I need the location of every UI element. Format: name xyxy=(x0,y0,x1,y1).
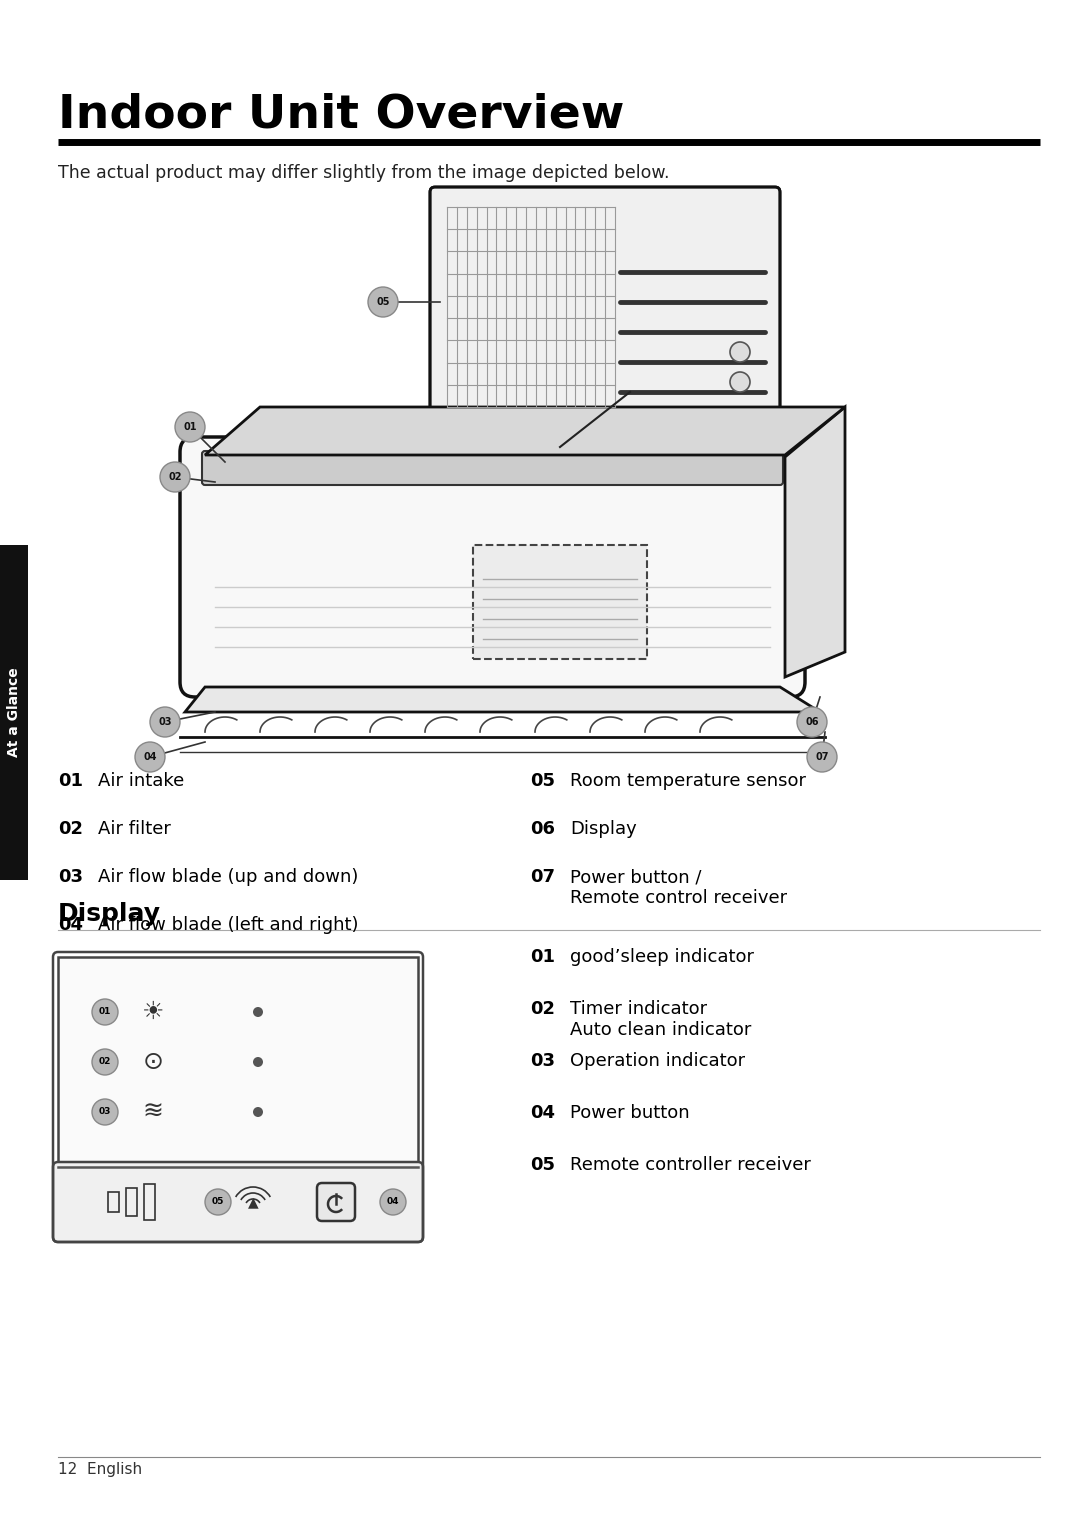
Text: 04: 04 xyxy=(530,1105,555,1121)
Text: 02: 02 xyxy=(58,820,83,838)
FancyBboxPatch shape xyxy=(318,1183,355,1221)
Text: Air intake: Air intake xyxy=(98,772,185,791)
Text: 12  English: 12 English xyxy=(58,1462,143,1477)
Text: 03: 03 xyxy=(98,1108,111,1117)
Text: 03: 03 xyxy=(58,869,83,885)
Text: 02: 02 xyxy=(530,1000,555,1017)
Text: 06: 06 xyxy=(530,820,555,838)
Text: 01: 01 xyxy=(98,1008,111,1017)
Circle shape xyxy=(797,706,827,737)
Text: Air flow blade (up and down): Air flow blade (up and down) xyxy=(98,869,359,885)
Circle shape xyxy=(253,1057,264,1066)
Text: 04: 04 xyxy=(387,1198,400,1207)
Text: 06: 06 xyxy=(806,717,819,728)
Circle shape xyxy=(253,1108,264,1117)
Circle shape xyxy=(380,1189,406,1215)
FancyBboxPatch shape xyxy=(58,958,418,1167)
Polygon shape xyxy=(785,408,845,677)
Circle shape xyxy=(160,463,190,492)
Circle shape xyxy=(92,1098,118,1124)
Circle shape xyxy=(368,286,399,317)
Circle shape xyxy=(92,999,118,1025)
Text: 05: 05 xyxy=(376,297,390,306)
Circle shape xyxy=(253,1007,264,1017)
Text: 04: 04 xyxy=(58,916,83,935)
Text: 05: 05 xyxy=(530,772,555,791)
Text: 07: 07 xyxy=(815,752,828,761)
Text: At a Glance: At a Glance xyxy=(6,668,21,757)
Text: 03: 03 xyxy=(159,717,172,728)
Text: Indoor Unit Overview: Indoor Unit Overview xyxy=(58,92,624,136)
Text: Timer indicator
Auto clean indicator: Timer indicator Auto clean indicator xyxy=(570,1000,752,1039)
Text: 01: 01 xyxy=(58,772,83,791)
Text: 03: 03 xyxy=(530,1052,555,1069)
Text: Power button /
Remote control receiver: Power button / Remote control receiver xyxy=(570,869,787,907)
Text: 02: 02 xyxy=(98,1057,111,1066)
Circle shape xyxy=(150,706,180,737)
Circle shape xyxy=(730,372,750,392)
FancyBboxPatch shape xyxy=(202,450,783,486)
Text: ▲: ▲ xyxy=(247,1195,258,1209)
Text: good’sleep indicator: good’sleep indicator xyxy=(570,948,754,967)
Text: ≋: ≋ xyxy=(143,1100,163,1124)
Polygon shape xyxy=(205,408,845,455)
Circle shape xyxy=(730,342,750,362)
FancyBboxPatch shape xyxy=(473,545,647,659)
Text: 01: 01 xyxy=(530,948,555,967)
Text: 05: 05 xyxy=(530,1157,555,1174)
Circle shape xyxy=(807,741,837,772)
Text: Power button: Power button xyxy=(570,1105,690,1121)
Circle shape xyxy=(205,1189,231,1215)
Text: ⊙: ⊙ xyxy=(143,1049,163,1074)
FancyBboxPatch shape xyxy=(430,187,780,427)
Text: 07: 07 xyxy=(530,869,555,885)
FancyBboxPatch shape xyxy=(180,437,805,697)
Text: Air filter: Air filter xyxy=(98,820,171,838)
Bar xyxy=(144,1184,156,1219)
Text: ☀: ☀ xyxy=(141,1000,164,1023)
Text: 01: 01 xyxy=(184,421,197,432)
Text: Remote controller receiver: Remote controller receiver xyxy=(570,1157,811,1174)
Text: Display: Display xyxy=(58,902,161,925)
Circle shape xyxy=(135,741,165,772)
Text: The actual product may differ slightly from the image depicted below.: The actual product may differ slightly f… xyxy=(58,164,670,182)
Bar xyxy=(0,545,28,879)
Text: Display: Display xyxy=(570,820,637,838)
Text: Operation indicator: Operation indicator xyxy=(570,1052,745,1069)
Text: Air flow blade (left and right): Air flow blade (left and right) xyxy=(98,916,359,935)
Circle shape xyxy=(92,1049,118,1075)
Bar xyxy=(126,1187,137,1216)
Text: 05: 05 xyxy=(212,1198,225,1207)
Polygon shape xyxy=(185,686,820,712)
Circle shape xyxy=(175,412,205,443)
FancyBboxPatch shape xyxy=(53,1161,423,1242)
Bar xyxy=(108,1192,119,1212)
Text: 02: 02 xyxy=(168,472,181,483)
Text: 04: 04 xyxy=(144,752,157,761)
Text: Room temperature sensor: Room temperature sensor xyxy=(570,772,806,791)
